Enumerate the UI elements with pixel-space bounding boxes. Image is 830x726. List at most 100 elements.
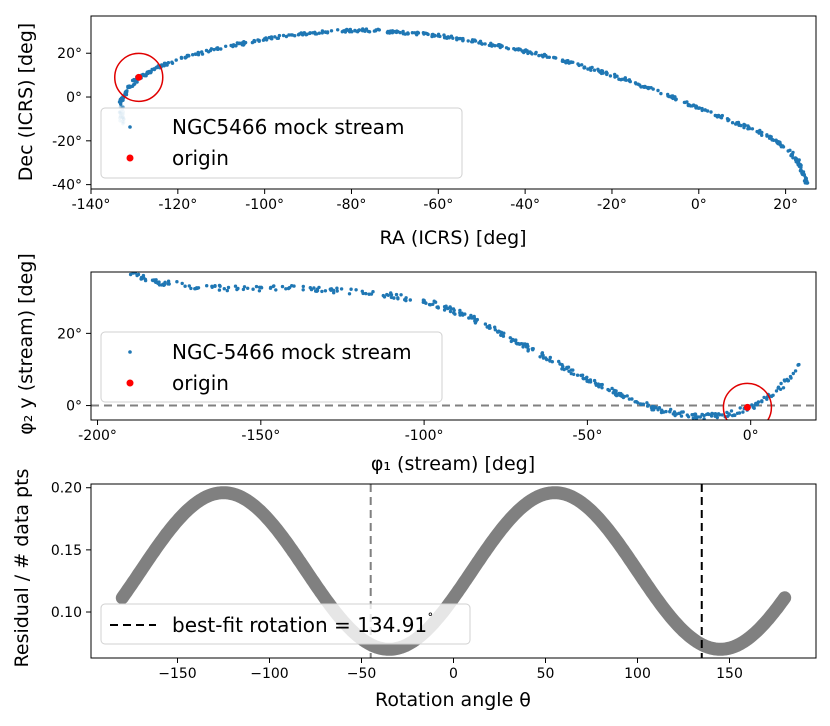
data-point — [776, 385, 781, 389]
data-point — [575, 373, 580, 377]
data-point — [538, 355, 542, 359]
x-tick-label: -140° — [72, 197, 111, 213]
data-point — [410, 31, 415, 35]
data-point — [790, 152, 794, 157]
x-tick-label: 0 — [449, 666, 458, 682]
data-point — [254, 284, 259, 289]
data-point — [805, 180, 809, 185]
data-point — [442, 308, 447, 312]
data-point — [651, 87, 655, 91]
data-point — [592, 378, 597, 383]
panel-ra-dec: -140° -120° -100° -80° -60° -40° -20° 0° 20° -40… — [15, 15, 817, 249]
axes-frame — [90, 271, 817, 421]
data-point — [493, 44, 497, 48]
y-tick-label: 0.15 — [51, 543, 82, 559]
data-point — [700, 106, 704, 111]
legend-label-best-fit: best-fit rotation = 134.91˚ — [172, 612, 434, 637]
data-point — [769, 394, 774, 399]
y-tick-label: -20° — [52, 134, 82, 150]
data-point — [269, 35, 274, 39]
y-tick-label: 20° — [57, 46, 82, 62]
data-point — [269, 285, 273, 290]
data-point — [487, 43, 492, 48]
data-point — [246, 286, 250, 290]
data-point — [642, 85, 646, 89]
data-point — [580, 63, 584, 67]
data-point — [470, 40, 474, 44]
data-point — [781, 386, 786, 390]
data-point — [788, 374, 793, 379]
data-point — [802, 173, 807, 177]
x-tick-label: -200° — [78, 428, 117, 444]
data-point — [620, 393, 624, 397]
data-point — [550, 360, 554, 364]
data-point — [394, 292, 399, 297]
data-point — [433, 33, 437, 38]
data-point — [710, 411, 714, 416]
data-point — [205, 284, 209, 288]
data-point — [496, 330, 500, 334]
data-point — [235, 41, 239, 45]
data-point — [613, 393, 618, 397]
data-point — [195, 286, 199, 290]
data-point — [325, 31, 330, 35]
data-point — [480, 42, 484, 46]
data-point — [599, 383, 603, 387]
data-point — [587, 380, 591, 384]
data-point — [677, 411, 681, 415]
data-point — [760, 130, 764, 135]
data-point — [540, 352, 544, 356]
data-point — [672, 410, 677, 414]
data-point — [312, 286, 316, 290]
data-point — [257, 38, 261, 43]
y-tick-label: 0.20 — [51, 481, 82, 497]
data-point — [579, 373, 583, 378]
data-point — [786, 149, 790, 153]
data-point — [360, 289, 364, 293]
legend-box — [100, 603, 471, 645]
data-point — [147, 69, 152, 74]
data-point — [508, 336, 512, 340]
data-point — [709, 110, 713, 114]
data-point — [466, 39, 470, 43]
data-point — [301, 288, 305, 292]
data-point — [135, 80, 139, 84]
data-point — [154, 66, 158, 70]
data-point — [693, 104, 697, 108]
data-point — [567, 369, 571, 373]
data-point — [582, 65, 587, 69]
data-point — [715, 115, 720, 119]
data-point — [166, 279, 171, 283]
x-tick-label: 0° — [691, 197, 707, 213]
data-point — [557, 359, 561, 364]
data-point — [120, 97, 125, 101]
data-point — [276, 36, 281, 40]
data-point — [541, 356, 546, 360]
stream-points — [128, 272, 801, 420]
data-point — [793, 369, 798, 373]
data-point — [219, 47, 223, 51]
x-tick-label: -50° — [572, 428, 602, 444]
data-point — [183, 284, 187, 288]
x-tick-label: 50 — [537, 666, 555, 682]
data-point — [741, 410, 745, 414]
data-point — [421, 298, 426, 302]
data-point — [309, 287, 314, 292]
data-point — [533, 52, 538, 56]
data-point — [320, 289, 324, 294]
data-point — [399, 293, 403, 297]
data-point — [436, 33, 441, 38]
data-point — [593, 381, 598, 385]
data-point — [382, 295, 387, 299]
data-point — [442, 36, 447, 40]
y-axis-label: φ₂ y (stream) [deg] — [15, 253, 37, 435]
data-point — [646, 403, 651, 407]
data-point — [651, 408, 656, 412]
data-point — [139, 275, 144, 280]
x-tick-label: −100 — [250, 666, 288, 682]
data-point — [347, 292, 352, 296]
data-point — [636, 82, 640, 86]
x-tick-label: -100° — [245, 197, 284, 213]
data-point — [308, 31, 312, 36]
data-point — [674, 97, 678, 101]
